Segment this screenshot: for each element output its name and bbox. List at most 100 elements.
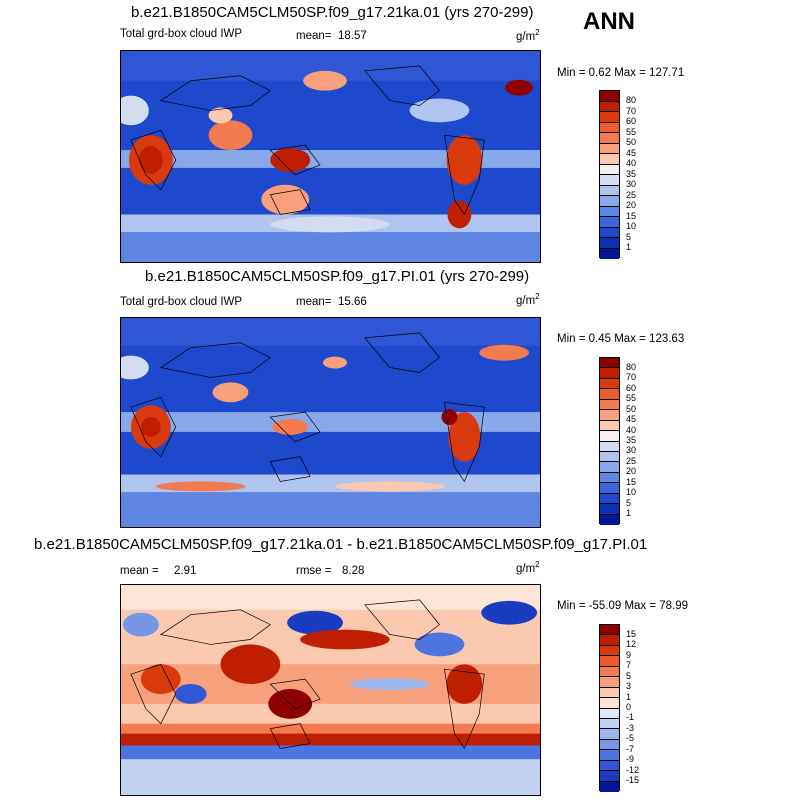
panel3-colorbar-tick-label: 7 xyxy=(626,660,632,671)
panel2-colorbar-tick-label: 35 xyxy=(626,435,637,445)
panel1-colorbar-swatch xyxy=(600,217,619,228)
panel2-units: g/m2 xyxy=(516,292,540,307)
panel3-colorbar-swatch xyxy=(600,687,619,699)
panel1-colorbar-tick-label: 20 xyxy=(626,200,637,210)
panel1-colorbar-tick-label: 5 xyxy=(626,231,632,242)
panel2-colorbar-tick-label: 55 xyxy=(626,393,637,404)
panel2-colorbar-tick-label: 10 xyxy=(626,487,637,498)
panel1-colorbar-tick-label: 45 xyxy=(626,147,637,158)
panel3-colorbar-tick-label: -9 xyxy=(626,754,635,765)
panel2-colorbar-swatch xyxy=(600,358,619,369)
panel2-colorbar-tick-label: 15 xyxy=(626,476,637,487)
panel3-colorbar-swatch xyxy=(600,666,619,678)
panel1-colorbar-tick-label: 40 xyxy=(626,158,637,168)
panel1-map xyxy=(120,50,541,263)
panel1-title: b.e21.B1850CAM5CLM50SP.f09_g17.21ka.01 (… xyxy=(131,4,534,21)
panel1-colorbar-tick-label: 50 xyxy=(626,137,637,147)
panel2-colorbar-swatch xyxy=(600,410,619,421)
panel2-colorbar-swatch xyxy=(600,431,619,442)
panel2-mean-label: mean= xyxy=(296,296,332,308)
panel1-colorbar xyxy=(599,90,620,259)
panel3-colorbar-swatch xyxy=(600,781,619,792)
panel3-colorbar-swatch xyxy=(600,625,619,636)
panel2-colorbar-tick-label: 80 xyxy=(626,361,637,372)
panel1-colorbar-swatch xyxy=(600,164,619,175)
season-label: ANN xyxy=(583,8,635,35)
panel1-colorbar-swatch xyxy=(600,133,619,144)
panel2-colorbar-swatch xyxy=(600,451,619,463)
panel3-colorbar-swatch xyxy=(600,677,619,688)
panel2-colorbar-tick-label: 70 xyxy=(626,372,637,383)
panel3-map-field xyxy=(121,585,540,795)
panel3-rmse-label: rmse = xyxy=(296,565,332,577)
panel1-colorbar-swatch xyxy=(600,143,619,154)
panel2-colorbar-swatch xyxy=(600,378,619,390)
panel2-map xyxy=(120,317,541,528)
panel2-colorbar-tick-label: 5 xyxy=(626,497,632,508)
panel2-mean-value: 15.66 xyxy=(338,296,367,308)
panel1-mean-value: 18.57 xyxy=(338,30,367,42)
panel1-colorbar-swatch xyxy=(600,196,619,207)
panel3-colorbar-swatch xyxy=(600,698,619,709)
panel1-colorbar-tick-label: 60 xyxy=(626,116,637,126)
panel3-colorbar-tick-label: -3 xyxy=(626,722,635,733)
panel2-colorbar-tick-label: 60 xyxy=(626,382,637,393)
panel1-minmax: Min = 0.62 Max = 127.71 xyxy=(557,67,685,79)
panel2-colorbar-swatch xyxy=(600,420,619,432)
panel3-colorbar-tick-label: 1 xyxy=(626,691,632,702)
panel3-mean-label: mean = xyxy=(120,565,159,577)
panel2-colorbar-tick-label: 50 xyxy=(626,403,637,414)
panel2-colorbar-tick-label: 20 xyxy=(626,466,637,477)
panel2-colorbar-swatch xyxy=(600,399,619,411)
panel3-colorbar-swatch xyxy=(600,750,619,761)
panel1-colorbar-swatch xyxy=(600,154,619,165)
panel3-colorbar-swatch xyxy=(600,635,619,646)
panel1-variable: Total grd-box cloud IWP xyxy=(120,28,243,40)
panel1-colorbar-swatch xyxy=(600,91,619,102)
panel1-mean-label: mean= xyxy=(296,30,332,42)
panel2-colorbar-tick-label: 1 xyxy=(626,508,632,519)
panel2-colorbar-swatch xyxy=(600,462,619,473)
panel2-colorbar-tick-label: 45 xyxy=(626,414,637,425)
panel3-colorbar-tick-label: -12 xyxy=(626,764,640,775)
panel1-colorbar-tick-label: 55 xyxy=(626,126,637,137)
panel2-colorbar-swatch xyxy=(600,493,619,505)
panel1-colorbar-tick-label: 1 xyxy=(626,242,632,252)
panel1-colorbar-swatch xyxy=(600,101,619,112)
panel1-colorbar-swatch xyxy=(600,238,619,249)
panel3-colorbar-tick-label: -7 xyxy=(626,743,635,754)
panel1-map-field xyxy=(121,51,540,262)
panel3-colorbar-tick-label: 9 xyxy=(626,649,632,660)
panel1-colorbar-tick-label: 30 xyxy=(626,179,637,189)
panel3-colorbar-swatch xyxy=(600,739,619,751)
panel3-colorbar-tick-label: -15 xyxy=(626,775,640,786)
panel3-colorbar-swatch xyxy=(600,771,619,782)
panel2-map-field xyxy=(121,318,540,527)
panel3-minmax: Min = -55.09 Max = 78.99 xyxy=(557,600,689,612)
panel2-colorbar-swatch xyxy=(600,368,619,379)
panel1-units: g/m2 xyxy=(516,28,540,43)
panel3-colorbar-swatch xyxy=(600,656,619,667)
panel3-colorbar-swatch xyxy=(600,708,619,719)
panel1-colorbar-swatch xyxy=(600,227,619,238)
panel1-colorbar-tick-label: 70 xyxy=(626,105,637,116)
panel1-colorbar-swatch xyxy=(600,175,619,186)
panel2-colorbar-swatch xyxy=(600,441,619,452)
panel2-colorbar-swatch xyxy=(600,472,619,484)
panel3-rmse-value: 8.28 xyxy=(342,565,365,577)
panel1-colorbar-tick-label: 80 xyxy=(626,95,637,105)
panel3-colorbar-swatch xyxy=(600,645,619,657)
panel3-colorbar-swatch xyxy=(600,760,619,772)
panel2-variable: Total grd-box cloud IWP xyxy=(120,296,243,308)
panel1-colorbar-swatch xyxy=(600,248,619,259)
panel3-colorbar-tick-label: -1 xyxy=(626,712,635,723)
panel1-colorbar-tick-label: 10 xyxy=(626,221,637,231)
panel2-colorbar-swatch xyxy=(600,514,619,525)
panel1-colorbar-swatch xyxy=(600,185,619,196)
panel3-colorbar-swatch xyxy=(600,718,619,730)
panel3-title: b.e21.B1850CAM5CLM50SP.f09_g17.21ka.01 -… xyxy=(34,536,648,553)
panel2-colorbar-swatch xyxy=(600,504,619,515)
panel2-title: b.e21.B1850CAM5CLM50SP.f09_g17.PI.01 (yr… xyxy=(145,268,530,285)
panel3-colorbar-tick-label: -5 xyxy=(626,733,635,744)
panel2-colorbar-swatch xyxy=(600,483,619,494)
